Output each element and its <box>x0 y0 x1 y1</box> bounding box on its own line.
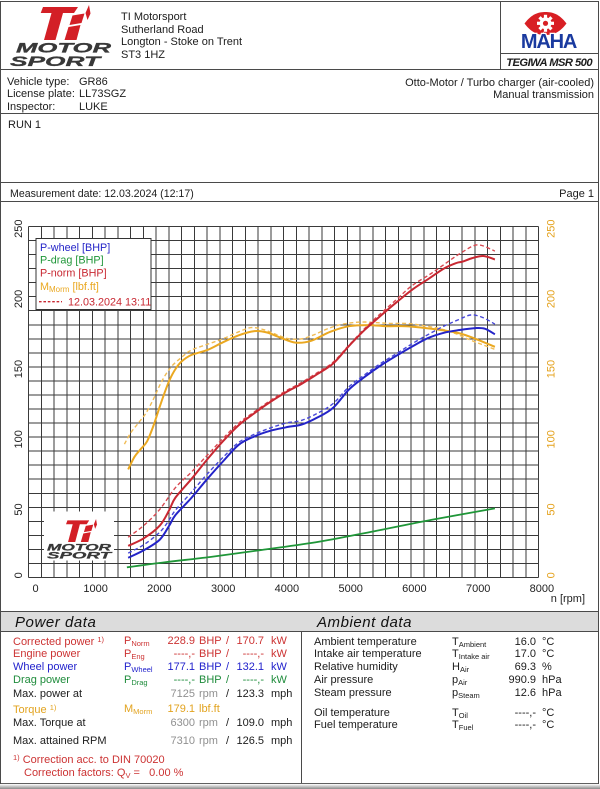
svg-text:12.03.2024 13:11: 12.03.2024 13:11 <box>68 297 151 309</box>
svg-text:50: 50 <box>13 503 25 515</box>
svg-text:P-wheel [BHP]: P-wheel [BHP] <box>40 242 110 254</box>
svg-text:8000: 8000 <box>530 583 554 595</box>
svg-text:0: 0 <box>33 583 39 595</box>
svg-text:SPORT: SPORT <box>47 551 114 561</box>
svg-text:P-norm [BHP]: P-norm [BHP] <box>40 267 107 279</box>
svg-text:50: 50 <box>546 503 558 515</box>
svg-text:MAHA: MAHA <box>521 31 577 53</box>
svg-text:7000: 7000 <box>466 583 490 595</box>
svg-text:2000: 2000 <box>147 583 171 595</box>
svg-text:250: 250 <box>13 220 25 238</box>
svg-text:MOTOR: MOTOR <box>47 542 112 552</box>
svg-text:150: 150 <box>13 360 25 378</box>
svg-text:5000: 5000 <box>338 583 362 595</box>
svg-text:P-drag [BHP]: P-drag [BHP] <box>40 255 104 267</box>
svg-text:3000: 3000 <box>211 583 235 595</box>
svg-text:250: 250 <box>546 220 558 238</box>
svg-text:150: 150 <box>546 360 558 378</box>
svg-text:0: 0 <box>13 572 25 578</box>
svg-text:1000: 1000 <box>83 583 107 595</box>
svg-text:6000: 6000 <box>402 583 426 595</box>
svg-text:n [rpm]: n [rpm] <box>551 593 585 605</box>
svg-text:TEGIWA MSR 500: TEGIWA MSR 500 <box>506 57 593 69</box>
svg-text:0: 0 <box>546 572 558 578</box>
svg-text:SPORT: SPORT <box>10 54 103 69</box>
svg-text:4000: 4000 <box>275 583 299 595</box>
svg-text:200: 200 <box>546 290 558 308</box>
svg-text:200: 200 <box>13 290 25 308</box>
svg-text:MMorm [lbf.ft]: MMorm [lbf.ft] <box>40 281 99 294</box>
svg-text:MOTOR: MOTOR <box>16 41 111 56</box>
svg-text:100: 100 <box>13 430 25 448</box>
svg-text:100: 100 <box>546 430 558 448</box>
